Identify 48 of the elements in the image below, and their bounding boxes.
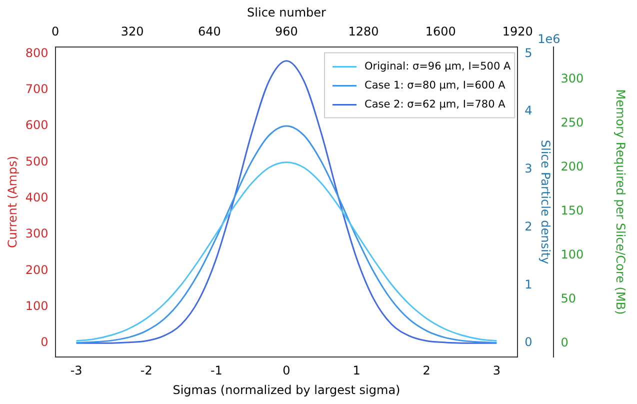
y3-tick-label: 100 xyxy=(560,247,584,262)
y2-tick-label: 1 xyxy=(524,277,532,292)
x-axis-title: Sigmas (normalized by largest sigma) xyxy=(172,382,400,397)
y3-tick-label: 150 xyxy=(560,203,584,218)
y-axis-title: Current (Amps) xyxy=(5,156,20,248)
y-tick-label: 800 xyxy=(25,46,48,60)
x2-tick-label: 0 xyxy=(51,24,60,39)
text: 1e6 xyxy=(538,32,560,46)
y2-tick-label: 0 xyxy=(524,335,532,350)
x2-tick-label: 960 xyxy=(275,24,298,39)
legend-label: Case 2: σ=62 μm, I=780 A xyxy=(364,98,506,111)
line-series xyxy=(76,161,498,342)
x2-tick-label: 640 xyxy=(198,24,221,39)
y2-tick-label: 4 xyxy=(524,104,532,118)
legend-label: Original: σ=96 μm, I=500 A xyxy=(364,60,512,73)
x-tick-label: 1 xyxy=(352,364,360,378)
y3-tick-label: 200 xyxy=(560,159,584,174)
x-tick-label: -2 xyxy=(140,364,152,378)
y3-tick-label: 250 xyxy=(560,115,584,130)
y-tick-label: 0 xyxy=(40,335,48,350)
y-tick-label: 700 xyxy=(25,82,48,96)
x2-tick-label: 1280 xyxy=(348,24,379,39)
x-tick-label: 3 xyxy=(492,364,500,378)
line-series xyxy=(76,60,498,344)
y3-axis-title: Memory Required per Slice/Core (MB) xyxy=(614,89,628,315)
y-tick-label: 100 xyxy=(25,299,48,314)
y3-tick-label: 0 xyxy=(560,335,568,350)
y-tick-label: 500 xyxy=(25,154,48,168)
y2-tick-label: 5 xyxy=(524,46,532,60)
y2-tick-label: 2 xyxy=(524,219,532,234)
x2-axis-title: Slice number xyxy=(247,5,326,20)
y-tick-label: 400 xyxy=(25,190,48,205)
x2-tick-label: 1920 xyxy=(502,24,533,39)
x-tick-label: 0 xyxy=(282,364,290,378)
y-tick-label: 300 xyxy=(25,226,48,241)
x2-tick-label: 1600 xyxy=(425,24,456,39)
y2-axis-title: Slice Particle density xyxy=(538,140,552,264)
line-series xyxy=(76,125,498,344)
y3-tick-label: 300 xyxy=(560,71,584,86)
y-tick-label: 200 xyxy=(25,262,48,277)
legend-label: Case 1: σ=80 μm, I=600 A xyxy=(364,80,506,92)
x-tick-label: 2 xyxy=(422,364,430,378)
y2-tick-label: 3 xyxy=(524,162,532,176)
x-tick-label: -1 xyxy=(210,364,222,378)
x2-tick-label: 320 xyxy=(120,24,144,39)
y3-tick-label: 50 xyxy=(560,291,576,306)
x-tick-label: -3 xyxy=(70,364,82,378)
y-tick-label: 600 xyxy=(25,118,48,132)
